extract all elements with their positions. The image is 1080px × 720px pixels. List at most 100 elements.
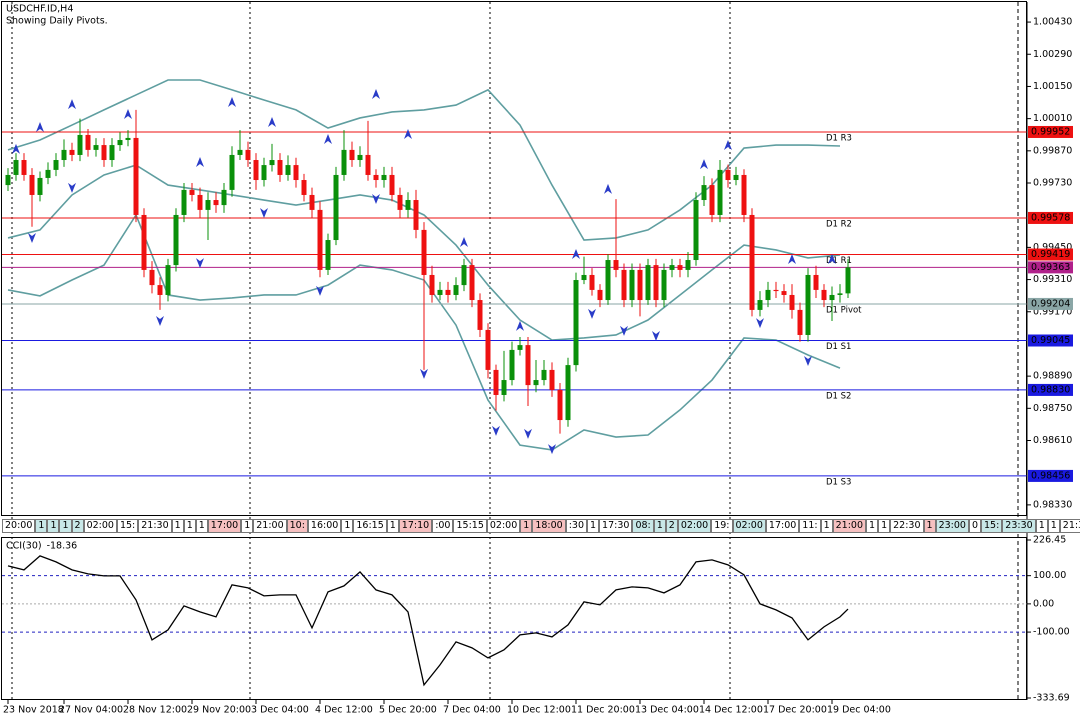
candle-body [685,260,691,270]
fractal-arrow [260,207,268,218]
candle-body [341,149,347,175]
candle-body [613,260,619,270]
candle-body [621,269,627,301]
y-tick-label: 1.00150 [1033,81,1072,92]
pivot-name: D1 Pivot [826,305,862,315]
timeline-event: 2 [71,518,84,533]
candle-body [309,194,315,210]
candle-body [365,154,371,175]
fractal-arrow [68,99,76,110]
candle-body [5,174,11,186]
timeline-event: 02:00 [83,518,117,533]
indicator-name: CCI(30) [6,541,42,552]
candle-body [565,365,571,421]
candle-body [413,200,419,230]
candle-body [245,149,251,161]
timeline-event: 11: [799,518,821,533]
timeline-event: 23:30 [1002,518,1036,533]
candle-body [53,160,59,170]
timeline-event: 1 [520,518,533,533]
timeline-event: 1 [183,518,196,533]
candle-body [461,265,467,286]
price-label: 0.98456 [1031,470,1070,481]
x-tick-label: 13 Dec 04:00 [635,705,699,716]
timeline-event: 1 [1047,518,1060,533]
candle-body [181,189,187,215]
x-tick-label: 17 Dec 20:00 [763,705,827,716]
bollinger-band [7,79,841,241]
price-label-box [1028,334,1073,347]
timeline-event: 1 [47,518,60,533]
candle-body [533,380,539,386]
fractal-arrow [788,254,796,265]
price-label: 0.99952 [1031,126,1070,137]
price-label: 0.99419 [1031,249,1070,260]
y-tick-label: 226.45 [1033,535,1066,546]
timeline-event: 17:00 [207,518,242,533]
pivot-name: D1 S1 [826,342,851,352]
pivot-name: D1 S3 [826,477,851,487]
candle-body [349,149,355,161]
y-tick-label: -333.69 [1033,693,1070,704]
timeline-event: 1 [59,518,72,533]
timeline-event: 1 [195,518,208,533]
timeline-event: 02:00 [486,518,521,533]
fractal-arrow [268,117,276,128]
candle-body [509,349,515,381]
candle-body [173,214,179,266]
candle-body [453,285,459,295]
cci-window-frame [1,537,1027,700]
timeline-event: 15: [116,518,139,533]
fractal-arrow [68,182,76,193]
candle-body [21,160,27,175]
price-label: 0.99578 [1031,212,1070,223]
candle-body [37,177,43,195]
candle-body [421,229,427,275]
candle-body [165,265,171,295]
candle-body [829,294,835,301]
price-label: 0.98830 [1031,384,1070,395]
candle-body [389,174,395,195]
candle-body [253,160,259,181]
candle-body [549,369,555,390]
candle-body [437,289,443,295]
fractal-arrow [316,285,324,296]
price-label-box [1028,383,1073,396]
timeline-event: 10: [286,518,308,533]
period-separators [11,2,1019,700]
fractal-arrow [756,318,764,329]
y-tick-label: 0.99730 [1033,178,1072,189]
candle-body [629,269,635,301]
timeline-event: 1 [1035,518,1048,533]
timeline-event: 1 [386,518,399,533]
candle-body [445,289,451,295]
fractal-arrow [572,248,580,259]
candle-body [821,289,827,301]
timeline-event: 1 [653,518,666,533]
price-label: 0.99204 [1031,298,1070,309]
x-tick-label: 3 Dec 04:00 [251,705,309,716]
fractal-arrow [492,425,500,436]
y-tick-label: 0.99310 [1033,274,1072,285]
fractal-arrow [196,157,204,168]
pivot-name: D1 R3 [826,133,852,143]
candle-body [293,165,299,181]
candle-body [277,160,283,175]
timeline-event: 1 [341,518,354,533]
fractal-arrow [420,368,428,379]
candle-body [197,194,203,210]
candle-body [765,289,771,301]
timeline-event: 1 [587,518,600,533]
fractal-arrow [620,325,628,336]
timeline-event: 16:15 [353,518,387,533]
main-window-frame [1,1,1027,516]
timeline-event: 15: [981,518,1003,533]
y-tick-label: 0.99870 [1033,145,1072,156]
candle-body [781,291,787,295]
candle-body [845,267,851,294]
y-tick-label: -100.00 [1033,627,1070,638]
candle-body [469,265,475,301]
timeline-event: 21:00 [253,518,287,533]
y-tick-label: 1.00430 [1033,17,1072,28]
candle-body [773,289,779,292]
